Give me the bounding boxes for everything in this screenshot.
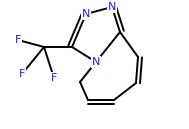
Text: N: N [92,57,100,67]
Text: N: N [82,9,90,19]
Text: F: F [15,35,21,45]
Text: F: F [19,69,25,79]
Text: N: N [108,2,116,12]
Text: F: F [51,73,57,83]
